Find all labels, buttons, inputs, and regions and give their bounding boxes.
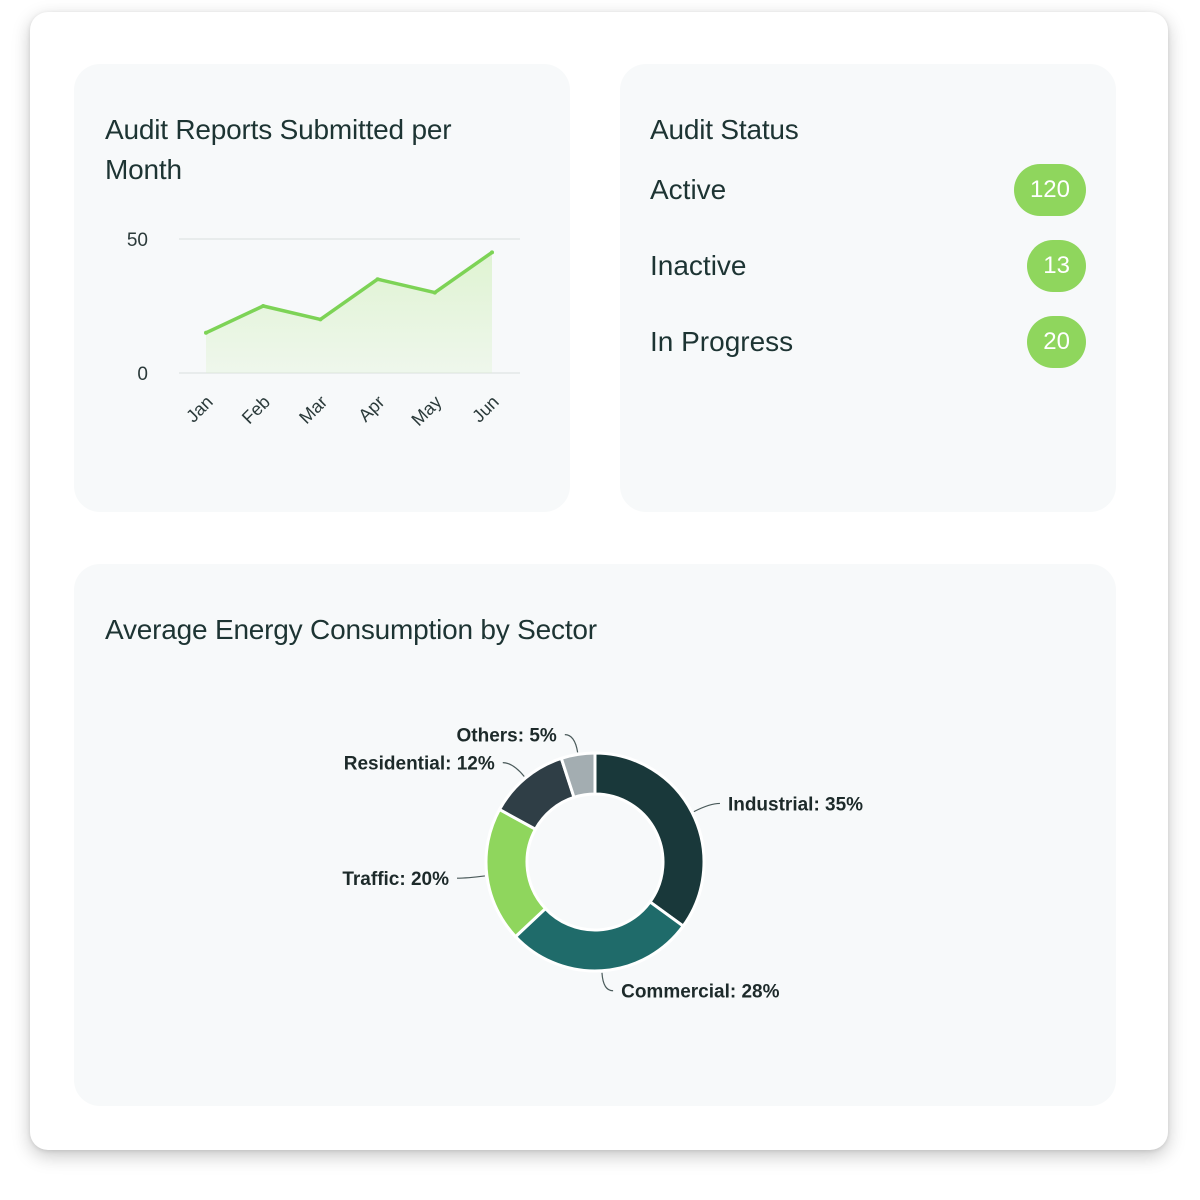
audit-reports-title: Audit Reports Submitted per Month: [105, 114, 452, 185]
leader-line-residential: [502, 762, 525, 777]
status-label-inactive: Inactive: [650, 250, 747, 281]
donut-slice-others: [559, 751, 597, 799]
data-point-jun: [490, 250, 494, 255]
status-row-inactive: Inactive 13: [650, 240, 1086, 292]
status-count-badge-active: 120: [1013, 164, 1086, 216]
slice-label-commercial: Commercial: 28%: [621, 982, 780, 1003]
slice-label-industrial: Industrial: 35%: [728, 794, 863, 815]
data-point-mar: [318, 317, 323, 322]
y-tick-label-0: 0: [137, 364, 148, 385]
energy-consumption-title: Average Energy Consumption by Sector: [105, 614, 597, 645]
leader-line-industrial: [693, 802, 720, 813]
leader-line-others: [564, 733, 579, 753]
y-tick-label-50: 50: [127, 230, 148, 251]
data-point-may: [432, 290, 437, 295]
x-tick-label-jun: Jun: [468, 392, 503, 427]
leader-line-commercial: [601, 972, 614, 992]
dashboard-frame: Audit Reports Submitted per Month 0 50 Jan…: [30, 12, 1168, 1150]
x-tick-label-jan: Jan: [182, 392, 217, 427]
audit-reports-chart: 0 50 Jan Feb Mar Apr May Jun: [127, 230, 520, 430]
series-line: [204, 250, 494, 335]
status-row-active: Active 120: [650, 164, 1086, 216]
status-row-in-progress: In Progress 20: [650, 316, 1086, 368]
x-tick-label-may: May: [407, 392, 445, 430]
status-count-badge-in-progress: 20: [1027, 316, 1086, 368]
x-tick-label-apr: Apr: [354, 392, 388, 426]
data-point-feb: [261, 304, 266, 308]
energy-consumption-donut-chart: Industrial: 35% Commercial: 28% Traffic: 2…: [342, 726, 863, 1003]
slice-label-residential: Residential: 12%: [344, 754, 495, 775]
x-tick-label-feb: Feb: [238, 392, 274, 428]
slice-label-traffic: Traffic: 20%: [342, 869, 449, 890]
data-point-jan: [204, 330, 208, 335]
status-label-active: Active: [650, 174, 727, 205]
audit-reports-card: Audit Reports Submitted per Month 0 50 Jan…: [74, 64, 570, 512]
donut-slice-industrial: [593, 751, 706, 928]
x-tick-label-mar: Mar: [295, 392, 331, 428]
energy-consumption-card: Average Energy Consumption by Sector Ind…: [74, 564, 1116, 1106]
area-fill: [206, 252, 492, 373]
donut-slice-commercial: [514, 900, 685, 973]
slice-label-others: Others: 5%: [457, 726, 557, 747]
data-point-apr: [375, 277, 380, 282]
leader-line-traffic: [457, 875, 485, 879]
status-label-in-progress: In Progress: [650, 326, 794, 357]
audit-status-title: Audit Status: [650, 114, 799, 145]
status-count-badge-inactive: 13: [1027, 240, 1086, 292]
audit-status-card: Audit Status Active 120 Inactive 13 In P…: [620, 64, 1116, 512]
